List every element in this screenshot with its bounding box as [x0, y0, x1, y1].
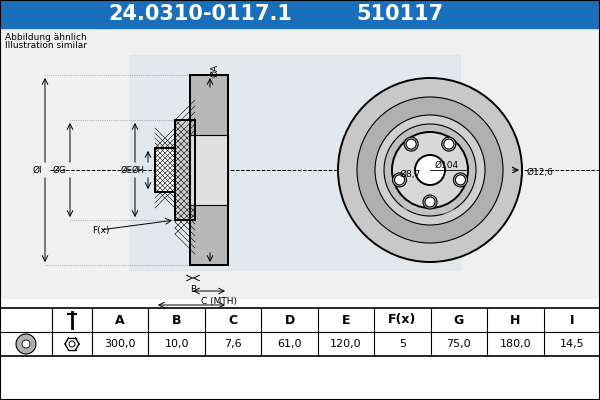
- Circle shape: [22, 340, 30, 348]
- Circle shape: [357, 97, 503, 243]
- Text: G: G: [454, 314, 464, 326]
- Bar: [0, 308, 600, 356]
- Text: F(x): F(x): [388, 314, 416, 326]
- Text: B: B: [172, 314, 181, 326]
- Text: 510117: 510117: [356, 4, 443, 24]
- Bar: [0, 0, 600, 28]
- Bar: [0, 28, 600, 298]
- Bar: [130, 55, 460, 270]
- Text: 10,0: 10,0: [164, 339, 189, 349]
- Text: D: D: [188, 311, 195, 320]
- Text: Abbildung ähnlich: Abbildung ähnlich: [5, 33, 87, 42]
- Text: 120,0: 120,0: [330, 339, 362, 349]
- Circle shape: [384, 124, 476, 216]
- Text: C: C: [229, 314, 238, 326]
- Text: 180,0: 180,0: [500, 339, 531, 349]
- Text: 24.0310-0117.1: 24.0310-0117.1: [108, 4, 292, 24]
- Text: ØE: ØE: [120, 166, 132, 174]
- Circle shape: [444, 139, 454, 149]
- Circle shape: [338, 78, 522, 262]
- Text: D: D: [284, 314, 295, 326]
- Circle shape: [16, 334, 36, 354]
- Circle shape: [442, 137, 456, 151]
- Text: 5: 5: [399, 339, 406, 349]
- Circle shape: [69, 341, 75, 347]
- Text: I: I: [569, 314, 574, 326]
- Bar: [190, 135, 228, 205]
- Text: ØH: ØH: [132, 166, 145, 174]
- Circle shape: [423, 195, 437, 209]
- Bar: [155, 148, 175, 192]
- Text: ØA: ØA: [210, 64, 219, 76]
- Text: Illustration similar: Illustration similar: [5, 41, 87, 50]
- Text: Ø8,7: Ø8,7: [400, 170, 421, 180]
- Text: 7,6: 7,6: [224, 339, 242, 349]
- Circle shape: [454, 173, 467, 187]
- Text: 300,0: 300,0: [104, 339, 136, 349]
- Text: Ø104: Ø104: [435, 160, 459, 170]
- Bar: [175, 120, 195, 220]
- Text: C (MTH): C (MTH): [201, 297, 237, 306]
- Text: 61,0: 61,0: [277, 339, 302, 349]
- Text: F(x): F(x): [92, 226, 110, 234]
- Text: 14,5: 14,5: [559, 339, 584, 349]
- Bar: [190, 75, 228, 265]
- Circle shape: [406, 139, 416, 149]
- Circle shape: [404, 137, 418, 151]
- Bar: [155, 148, 175, 192]
- Text: E: E: [342, 314, 350, 326]
- Circle shape: [455, 175, 466, 185]
- Text: Ø12,6: Ø12,6: [527, 168, 554, 176]
- Text: B: B: [190, 285, 196, 294]
- Bar: [190, 75, 228, 265]
- Circle shape: [392, 132, 468, 208]
- Text: ØI: ØI: [32, 166, 42, 174]
- Circle shape: [395, 175, 404, 185]
- Bar: [175, 120, 195, 220]
- Circle shape: [415, 155, 445, 185]
- Text: A: A: [115, 314, 125, 326]
- Text: H: H: [510, 314, 521, 326]
- Circle shape: [375, 115, 485, 225]
- Text: Ate: Ate: [401, 190, 458, 220]
- Text: ØG: ØG: [53, 166, 67, 174]
- Circle shape: [392, 173, 407, 187]
- Circle shape: [425, 197, 435, 207]
- Text: 75,0: 75,0: [446, 339, 471, 349]
